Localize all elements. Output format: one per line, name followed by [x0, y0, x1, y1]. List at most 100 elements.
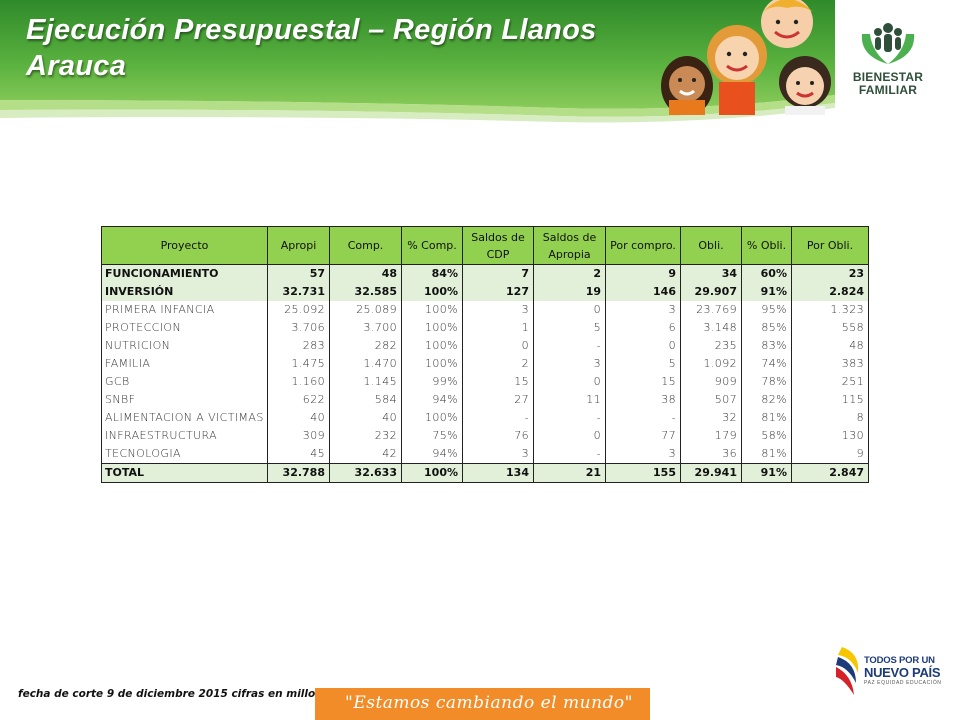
row-label-cell: SNBF — [101, 391, 268, 409]
gov-logo-text: TODOS POR UN NUEVO PAÍS PAZ EQUIDAD EDUC… — [864, 655, 942, 687]
colombia-flag-swoosh-icon — [836, 647, 859, 695]
table-cell: 82% — [741, 391, 792, 409]
row-label-cell: FAMILIA — [101, 355, 268, 373]
table-cell: 100% — [401, 319, 463, 337]
table-cell: - — [605, 409, 681, 427]
table-cell: 19 — [533, 283, 606, 301]
table-cell: 100% — [401, 355, 463, 373]
header-banner: Ejecución Presupuestal – Región Llanos A… — [0, 0, 960, 125]
column-header: Saldos de CDP — [462, 226, 534, 265]
table-cell: 251 — [791, 373, 869, 391]
table-cell: 32.731 — [267, 283, 330, 301]
table-cell: 99% — [401, 373, 463, 391]
row-label-cell: ALIMENTACION A VICTIMAS — [101, 409, 268, 427]
table-cell: 3 — [462, 445, 534, 464]
table-cell: 23 — [791, 264, 869, 283]
table-cell: 1.470 — [329, 355, 402, 373]
family-hands-icon — [861, 23, 915, 64]
table-cell: 40 — [329, 409, 402, 427]
table-cell: 23.769 — [680, 301, 742, 319]
table-cell: 81% — [741, 445, 792, 464]
cutoff-date-note: fecha de corte 9 de diciembre 2015 cifra… — [18, 688, 366, 700]
table-cell: 94% — [401, 391, 463, 409]
gov-logo-line2: NUEVO PAÍS — [864, 665, 941, 680]
table-cell: 34 — [680, 264, 742, 283]
column-header: Proyecto — [101, 226, 268, 265]
table-cell: 3 — [605, 301, 681, 319]
table-cell: 32.633 — [329, 463, 402, 483]
table-cell: 5 — [533, 319, 606, 337]
table-body: FUNCIONAMIENTO 57 48 84% 7 2 9 34 60% 23 INVERSIÓN… — [101, 264, 869, 483]
table-cell: 584 — [329, 391, 402, 409]
table-cell: 232 — [329, 427, 402, 445]
table-cell: 25.089 — [329, 301, 402, 319]
table-cell: 1 — [462, 319, 534, 337]
table-cell: 74% — [741, 355, 792, 373]
row-label-cell: FUNCIONAMIENTO — [101, 264, 268, 283]
column-header: Obli. — [680, 226, 742, 265]
table-cell: 0 — [462, 337, 534, 355]
gov-logo-line3: PAZ EQUIDAD EDUCACIÓN — [864, 680, 942, 686]
table-cell: 40 — [267, 409, 330, 427]
row-label-cell: TOTAL — [101, 463, 268, 483]
table-cell: 1.160 — [267, 373, 330, 391]
table-cell: 3 — [605, 445, 681, 464]
table-cell: 48 — [329, 264, 402, 283]
table-row: INVERSIÓN 32.731 32.585 100% 127 19 146 29.907 9… — [101, 283, 869, 301]
table-cell: 6 — [605, 319, 681, 337]
row-label-cell: TECNOLOGIA — [101, 445, 268, 464]
table-cell: 48 — [791, 337, 869, 355]
table-cell: 622 — [267, 391, 330, 409]
table-cell: 155 — [605, 463, 681, 483]
page-title-line1: Ejecución Presupuestal – Región Llanos — [26, 14, 597, 46]
table-row: PRIMERA INFANCIA 25.092 25.089 100% 3 0 3 23.76… — [101, 301, 869, 319]
table-cell: 283 — [267, 337, 330, 355]
table-cell: - — [533, 337, 606, 355]
table-cell: 0 — [605, 337, 681, 355]
table-cell: 15 — [462, 373, 534, 391]
table-cell: 85% — [741, 319, 792, 337]
table-cell: 3.706 — [267, 319, 330, 337]
table-cell: 2 — [462, 355, 534, 373]
table-cell: 78% — [741, 373, 792, 391]
table-row: GCB 1.160 1.145 99% 15 0 15 909 78% 251 — [101, 373, 869, 391]
slogan-bar — [315, 688, 650, 720]
table-cell: 235 — [680, 337, 742, 355]
table-cell: 15 — [605, 373, 681, 391]
table-cell: 32.585 — [329, 283, 402, 301]
table-cell: 100% — [401, 409, 463, 427]
table-cell: 100% — [401, 337, 463, 355]
table-cell: 5 — [605, 355, 681, 373]
table-cell: 84% — [401, 264, 463, 283]
table-cell: 0 — [533, 373, 606, 391]
table-cell: 42 — [329, 445, 402, 464]
budget-table: Proyecto Apropi Comp. % Comp. Saldos de … — [101, 226, 869, 483]
table-cell: 7 — [462, 264, 534, 283]
page-title-line2: Arauca — [26, 50, 127, 82]
table-cell: 1.092 — [680, 355, 742, 373]
table-cell: 3 — [533, 355, 606, 373]
table-cell: 36 — [680, 445, 742, 464]
column-header: Apropi — [267, 226, 330, 265]
table-row: FAMILIA 1.475 1.470 100% 2 3 5 1.092 74% 383 — [101, 355, 869, 373]
total-row: TOTAL 32.788 32.633 100% 134 21 155 29.941 91% 2.… — [101, 463, 869, 483]
table-cell: 3 — [462, 301, 534, 319]
table-cell: 27 — [462, 391, 534, 409]
table-cell: 100% — [401, 301, 463, 319]
table-cell: 127 — [462, 283, 534, 301]
column-header: Por compro. — [605, 226, 681, 265]
table-cell: 75% — [401, 427, 463, 445]
column-header: Comp. — [329, 226, 402, 265]
table-cell: 146 — [605, 283, 681, 301]
table-cell: 1.323 — [791, 301, 869, 319]
table-cell: 91% — [741, 283, 792, 301]
table-cell: 3.148 — [680, 319, 742, 337]
table-cell: - — [533, 445, 606, 464]
logo-line2: FAMILIAR — [858, 83, 918, 97]
table-cell: 60% — [741, 264, 792, 283]
table-row: INFRAESTRUCTURA 309 232 75% 76 0 77 179 58% 130 — [101, 427, 869, 445]
logo-line1: BIENESTAR — [852, 70, 924, 84]
table-cell: 29.941 — [680, 463, 742, 483]
row-label-cell: INVERSIÓN — [101, 283, 268, 301]
table-header-row: Proyecto Apropi Comp. % Comp. Saldos de … — [101, 226, 869, 265]
